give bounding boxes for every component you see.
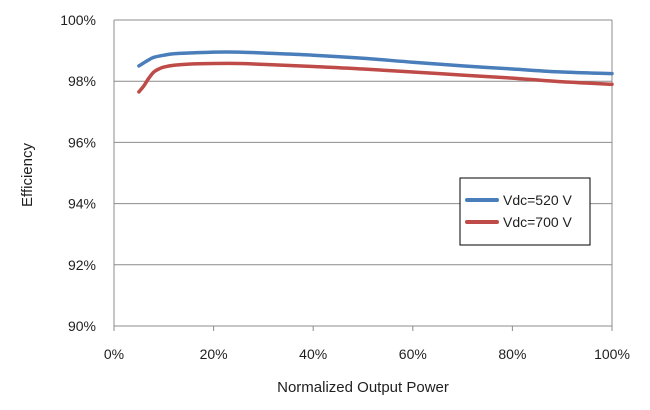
legend: Vdc=520 V Vdc=700 V	[459, 177, 591, 246]
x-axis-title: Normalized Output Power	[277, 379, 449, 396]
y-tick-label: 98%	[68, 73, 96, 89]
x-tick-label: 80%	[498, 346, 526, 362]
y-tick-label: 90%	[68, 318, 96, 334]
y-axis-ticks: 90% 92% 94% 96% 98% 100%	[60, 12, 96, 334]
grid-lines	[114, 19, 612, 327]
y-axis-title: Efficiency	[19, 143, 36, 207]
y-tick-label: 96%	[68, 134, 96, 150]
y-tick-label: 94%	[68, 196, 96, 212]
x-axis-ticks: 0% 20% 40% 60% 80% 100%	[104, 326, 630, 362]
x-tick-label: 0%	[104, 346, 124, 362]
legend-box	[459, 177, 591, 246]
legend-label-vdc-700: Vdc=700 V	[503, 214, 573, 230]
x-tick-label: 40%	[299, 346, 327, 362]
x-tick-label: 20%	[200, 346, 228, 362]
y-tick-label: 100%	[60, 12, 96, 28]
series-layer	[137, 50, 614, 94]
x-tick-label: 60%	[399, 346, 427, 362]
y-tick-label: 92%	[68, 257, 96, 273]
plot-frame	[113, 20, 613, 326]
series-line-vdc-520	[137, 50, 614, 76]
series-line-vdc-700	[137, 61, 614, 94]
legend-label-vdc-520: Vdc=520 V	[503, 192, 573, 208]
x-tick-label: 100%	[594, 346, 630, 362]
